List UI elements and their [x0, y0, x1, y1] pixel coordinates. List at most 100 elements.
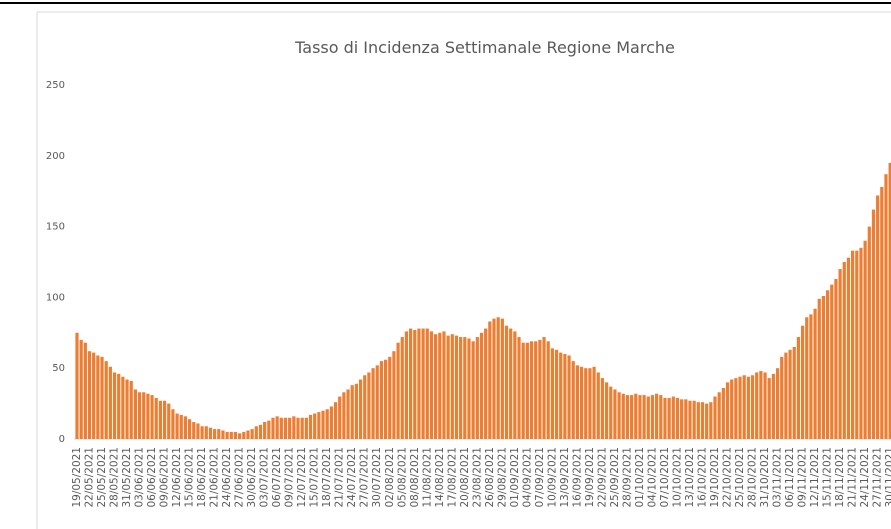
bar: [367, 372, 371, 439]
y-tick-label: 150: [46, 222, 65, 233]
x-tick-label: 27/06/2021: [234, 447, 246, 508]
bar: [154, 397, 158, 439]
bar: [596, 372, 600, 439]
bar: [584, 368, 588, 439]
bar: [671, 396, 675, 439]
bar: [333, 402, 338, 439]
bar: [809, 314, 813, 439]
x-tick-label: 31/05/2021: [121, 447, 133, 508]
x-tick-label: 18/07/2021: [321, 447, 333, 508]
bar: [734, 378, 738, 439]
bar: [492, 318, 496, 439]
bar: [137, 392, 142, 439]
bar: [646, 396, 650, 439]
bar: [484, 328, 488, 439]
x-tick-label: 30/07/2021: [371, 447, 383, 508]
bar: [225, 431, 229, 439]
bar: [162, 400, 167, 439]
x-tick-label: 08/08/2021: [409, 447, 421, 508]
x-tick-label: 22/05/2021: [84, 447, 96, 508]
bar: [300, 417, 304, 439]
bar: [267, 420, 271, 439]
bar: [409, 328, 413, 439]
bar: [655, 393, 659, 439]
bar: [83, 342, 87, 439]
x-tick-label: 12/11/2021: [809, 447, 821, 508]
bar: [792, 346, 796, 439]
x-tick-label: 25/05/2021: [96, 447, 108, 508]
x-tick-label: 26/08/2021: [484, 447, 496, 508]
bar: [454, 335, 459, 439]
bar: [542, 337, 546, 439]
bar: [459, 337, 463, 439]
x-tick-label: 28/05/2021: [109, 447, 121, 508]
y-tick-label: 100: [46, 292, 65, 303]
bar: [75, 332, 79, 439]
x-tick-label: 01/09/2021: [509, 447, 521, 508]
bar: [604, 382, 609, 439]
bar: [617, 392, 621, 439]
bar: [108, 366, 112, 439]
x-tick-label: 24/11/2021: [859, 447, 871, 508]
bar: [313, 413, 317, 439]
bar: [525, 342, 529, 439]
bar: [396, 342, 400, 439]
bar: [167, 403, 171, 439]
bar: [867, 226, 871, 439]
bar: [742, 375, 746, 439]
bar: [513, 331, 517, 439]
bar: [830, 284, 834, 439]
bar: [350, 385, 354, 439]
x-tick-label: 10/09/2021: [546, 447, 558, 508]
x-tick-label: 21/07/2021: [334, 447, 346, 508]
bar: [434, 334, 438, 439]
x-tick-label: 02/08/2021: [384, 447, 396, 508]
x-tick-label: 23/08/2021: [471, 447, 483, 508]
bar: [87, 351, 92, 439]
bar: [325, 409, 329, 439]
x-tick-label: 15/11/2021: [822, 447, 834, 508]
x-tick-label: 24/07/2021: [346, 447, 358, 508]
x-tick-label: 15/06/2021: [184, 447, 196, 508]
bar: [888, 162, 891, 439]
bar: [363, 375, 367, 439]
bar: [233, 431, 238, 439]
x-tick-label: 27/11/2021: [872, 447, 884, 508]
bar: [725, 382, 730, 439]
bar: [625, 395, 630, 439]
x-tick-label: 09/11/2021: [797, 447, 809, 508]
bar: [884, 174, 888, 439]
bar: [588, 368, 592, 439]
bar: [283, 417, 288, 439]
bar: [717, 392, 721, 439]
x-tick-label: 28/09/2021: [621, 447, 633, 508]
bar: [684, 399, 688, 439]
bar: [509, 328, 513, 439]
bar: [342, 392, 346, 439]
chart-frame: [36, 11, 891, 529]
bar: [425, 328, 429, 439]
bar: [100, 356, 104, 439]
bar: [771, 373, 775, 439]
bar: [813, 308, 817, 439]
bar: [680, 399, 684, 439]
x-tick-label: 27/07/2021: [359, 447, 371, 508]
bar: [471, 341, 475, 439]
bar: [158, 400, 162, 439]
bar: [183, 416, 188, 439]
bar: [217, 429, 221, 439]
bar: [650, 395, 655, 439]
bar: [171, 409, 175, 439]
bar: [475, 337, 479, 439]
bar: [575, 365, 579, 439]
x-tick-label: 30/06/2021: [246, 447, 258, 508]
bar: [788, 349, 792, 439]
bar: [379, 361, 384, 439]
bar: [855, 250, 859, 439]
x-tick-label: 22/10/2021: [722, 447, 734, 508]
bar: [500, 318, 504, 439]
x-tick-label: 12/07/2021: [296, 447, 308, 508]
bar: [96, 355, 100, 439]
bar: [417, 328, 421, 439]
bar: [663, 397, 667, 439]
